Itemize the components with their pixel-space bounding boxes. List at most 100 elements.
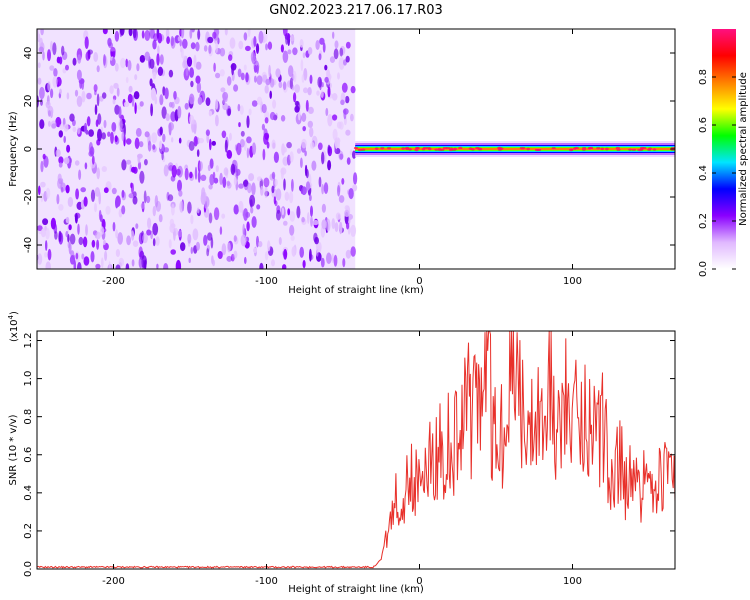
noise-blob [348,188,354,200]
noise-blob [42,51,45,61]
noise-blob [307,87,312,96]
signal-peak [535,148,539,152]
noise-blob [161,106,167,119]
noise-blob [305,99,309,112]
noise-blob [321,82,324,88]
noise-blob [299,246,305,258]
noise-blob [209,174,215,186]
snr-ytick-label: 0.6 [23,447,34,463]
noise-blob [320,90,324,98]
noise-blob [286,141,292,149]
noise-blob [288,65,294,77]
noise-blob [171,137,174,143]
noise-blob [200,174,207,181]
noise-blob [86,92,92,100]
noise-blob [238,200,244,213]
noise-blob [189,114,195,125]
noise-blob [255,43,260,54]
noise-blob [309,248,312,262]
noise-blob [159,54,164,65]
noise-blob [289,151,294,163]
noise-blob [350,224,357,237]
noise-blob [40,228,46,238]
noise-blob [230,163,236,176]
noise-blob [205,97,211,106]
spectrogram-ytick-label: -20 [23,189,34,205]
noise-blob [111,122,117,132]
noise-blob [321,219,327,230]
noise-blob [339,153,344,160]
noise-blob [108,261,111,269]
noise-blob [189,29,193,39]
noise-blob [289,224,295,236]
noise-blob [229,37,236,49]
noise-blob [94,202,97,213]
snr-line [37,331,675,569]
colorbar-tick-label: 0.4 [698,165,709,181]
noise-blob [280,44,284,53]
noise-blob [212,31,217,39]
noise-blob [128,85,133,93]
noise-blob [103,187,109,194]
snr-multiplier-exponent: 4 [7,314,15,319]
noise-blob [184,102,189,110]
noise-blob [95,263,101,269]
noise-blob [102,92,107,99]
snr-ytick-label: 0.8 [23,409,34,425]
noise-blob [246,147,250,159]
colorbar-tick-label: 0.8 [698,69,709,85]
noise-blob [121,131,125,142]
noise-blob [171,101,175,109]
noise-blob [339,221,343,235]
noise-blob [180,29,185,39]
noise-blob [307,212,310,224]
noise-blob [301,186,307,196]
noise-blob [344,209,350,217]
noise-blob [77,262,82,269]
spectrogram-ytick-label: -40 [23,237,34,253]
noise-blob [343,108,347,120]
noise-blob [94,187,100,197]
noise-blob [67,196,74,208]
noise-blob [193,54,197,68]
noise-blob [169,223,175,233]
noise-blob [154,195,159,208]
noise-blob [168,69,174,78]
noise-blob [236,142,242,156]
noise-blob [139,101,144,107]
noise-blob [240,72,245,81]
noise-blob [292,70,297,83]
spectrogram-xlabel: Height of straight line (km) [288,285,424,296]
noise-blob [337,185,341,197]
noise-blob [80,187,86,193]
noise-blob [215,165,219,173]
noise-blob [259,262,264,269]
signal-peak [616,148,621,151]
noise-blob [63,157,70,165]
noise-blob [291,246,296,257]
noise-blob [114,135,118,143]
noise-blob [208,44,212,55]
noise-blob [96,65,100,73]
snr-ylabel: SNR (10 * v/v) [8,414,19,485]
noise-blob [58,162,63,168]
signal-peak [589,146,594,150]
noise-blob [213,177,219,184]
noise-blob [245,211,251,218]
noise-blob [83,256,90,266]
noise-blob [333,254,338,267]
noise-blob [258,241,263,248]
noise-blob [287,49,292,55]
noise-blob [350,246,356,257]
noise-blob [292,47,298,56]
noise-blob [195,61,202,70]
noise-blob [82,236,88,248]
noise-blob [58,56,63,65]
noise-blob [40,98,43,106]
noise-blob [190,246,193,255]
noise-blob [182,60,188,69]
noise-blob [208,110,213,117]
noise-blob [231,63,235,76]
snr-xtick-label: -200 [102,576,125,587]
noise-blob [261,71,268,84]
